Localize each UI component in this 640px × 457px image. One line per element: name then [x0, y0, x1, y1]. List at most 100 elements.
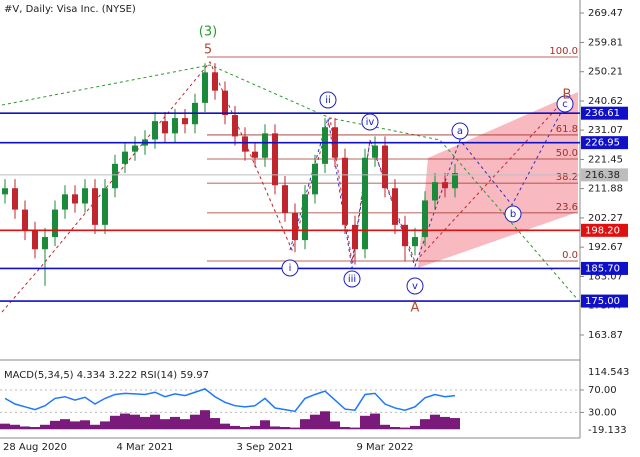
wave-circle: [361, 113, 379, 131]
y-tick-label: 30.00: [588, 407, 617, 418]
fib-label: 23.6: [556, 202, 578, 213]
candle-body: [412, 237, 418, 247]
y-tick-label: 250.21: [588, 67, 623, 78]
macd-bar: [210, 418, 220, 430]
chart-title: #V, Daily: Visa Inc. (NYSE): [4, 4, 136, 15]
candle-body: [272, 133, 278, 186]
macd-bar: [70, 421, 80, 430]
y-lim-label: -19.133: [588, 425, 627, 436]
candle-body: [442, 182, 448, 189]
candle-body: [312, 163, 318, 195]
macd-bar: [100, 421, 110, 430]
macd-bar: [10, 424, 20, 430]
candle-body: [92, 188, 98, 225]
y-tick-label: 183.07: [588, 271, 623, 282]
level-label: 185.70: [585, 263, 620, 274]
y-lim-label: 114.543: [588, 367, 629, 378]
level-label: 236.61: [585, 108, 620, 119]
macd-bar: [360, 415, 370, 430]
candle-body: [62, 194, 68, 210]
wave-circle: [281, 259, 299, 277]
macd-bar: [40, 424, 50, 430]
macd-bar: [290, 427, 300, 430]
wave-label: v: [412, 281, 418, 292]
macd-bar: [140, 416, 150, 430]
candle-body: [342, 157, 348, 225]
macd-bar: [260, 420, 270, 430]
wave-circle: [319, 91, 337, 109]
candle-body: [242, 136, 248, 152]
candle-body: [292, 212, 298, 241]
wave-label: a: [457, 126, 463, 137]
y-tick-label: 70.00: [588, 385, 617, 396]
macd-bar: [230, 425, 240, 430]
macd-bar: [240, 427, 250, 430]
wave-label: c: [562, 99, 568, 110]
macd-bar: [370, 413, 380, 430]
candle-body: [432, 182, 438, 201]
fib-label: 38.2: [556, 172, 578, 183]
macd-bar: [250, 425, 260, 430]
y-tick-label: 231.07: [588, 125, 623, 136]
macd-bar: [190, 414, 200, 430]
fib-label: 61.8: [556, 124, 578, 135]
macd-bar: [20, 426, 30, 430]
candle-body: [12, 188, 18, 210]
macd-bar: [450, 418, 460, 430]
candle-body: [262, 133, 268, 158]
candle-body: [112, 163, 118, 189]
wave-label: iii: [348, 274, 356, 285]
macd-bar: [180, 419, 190, 430]
candle-body: [422, 200, 428, 238]
candle-body: [392, 188, 398, 225]
wave-label: b: [510, 209, 516, 220]
rsi-line: [4, 388, 456, 413]
indicator-title: MACD(5,34,5) 4.334 3.222 RSI(14) 59.97: [4, 370, 209, 381]
wave-label: 5: [204, 43, 212, 58]
macd-bar: [110, 415, 120, 430]
candle-body: [322, 127, 328, 164]
level-label: 198.20: [585, 225, 620, 236]
y-tick-label: 269.47: [588, 8, 623, 19]
macd-bar: [340, 427, 350, 430]
candle-body: [302, 194, 308, 241]
macd-bar: [430, 414, 440, 430]
y-tick-label: 163.87: [588, 330, 623, 341]
x-tick-label: 4 Mar 2021: [116, 442, 173, 453]
candle-body: [172, 118, 178, 134]
candle-body: [252, 151, 258, 158]
level-box: [581, 136, 628, 150]
macd-bar: [400, 427, 410, 430]
level-box: [581, 223, 628, 237]
macd-bar: [160, 419, 170, 430]
macd-bar: [380, 424, 390, 430]
y-tick-label: 211.88: [588, 184, 623, 195]
wave-circle: [556, 95, 574, 113]
macd-bar: [120, 413, 130, 430]
wave-circle: [451, 122, 469, 140]
level-label: 216.38: [585, 170, 620, 181]
y-tick-label: 192.67: [588, 242, 623, 253]
macd-bar: [80, 420, 90, 430]
candle-body: [352, 224, 358, 250]
y-tick-label: 240.62: [588, 96, 623, 107]
candle-body: [22, 209, 28, 231]
macd-bar: [310, 414, 320, 430]
macd-bar: [420, 419, 430, 430]
candle-body: [162, 121, 168, 134]
wave-circle: [406, 277, 424, 295]
macd-bar: [90, 424, 100, 430]
y-tick-label: 202.27: [588, 213, 623, 224]
macd-bar: [350, 427, 360, 430]
macd-bar: [30, 427, 40, 430]
wave-label: B: [563, 88, 572, 103]
candle-body: [52, 209, 58, 238]
fib-label: 50.0: [556, 148, 578, 159]
candle-body: [72, 194, 78, 204]
candle-body: [82, 188, 88, 204]
candle-body: [362, 157, 368, 250]
candle-body: [282, 185, 288, 213]
macd-bar: [300, 419, 310, 430]
